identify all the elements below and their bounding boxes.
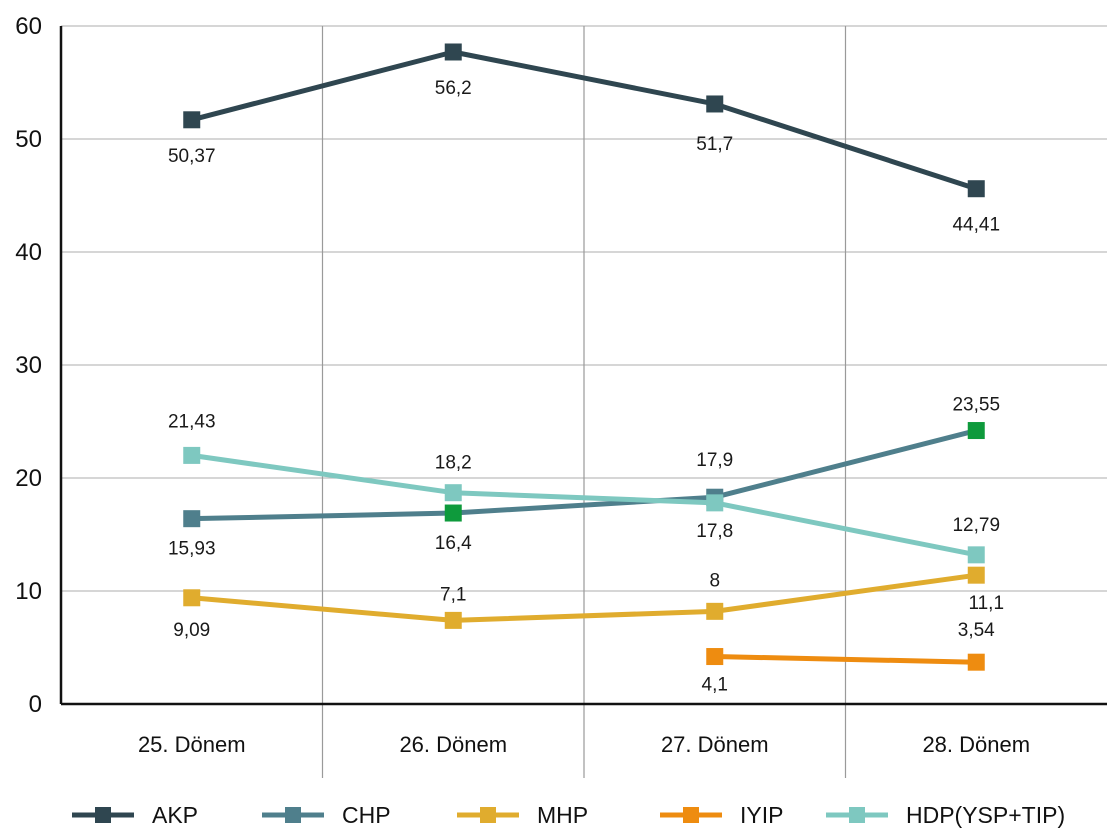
series-line-iyip <box>714 654 977 665</box>
data-label-hdpysptip-1: 21,43 <box>168 411 216 432</box>
legend-marker-mhp <box>480 807 496 823</box>
y-tick-label-60: 60 <box>15 13 42 40</box>
data-label-hdpysptip-4: 12,79 <box>952 515 1000 536</box>
x-tick-label-1: 25. Dönem <box>138 732 246 757</box>
point-mhp-1 <box>183 589 201 607</box>
data-label-chp-2: 16,4 <box>435 533 472 554</box>
series-line-hdpysptip <box>191 452 977 558</box>
data-label-akp-2: 56,2 <box>435 78 472 99</box>
legend-marker-iyip <box>683 807 699 823</box>
x-tick-label-2: 26. Dönem <box>399 732 507 757</box>
data-label-iyip-3: 4,1 <box>702 675 728 696</box>
y-tick-label-10: 10 <box>15 578 42 605</box>
point-mhp-3 <box>706 602 724 620</box>
legend-label-hdpysptip: HDP(YSP+TIP) <box>906 802 1065 828</box>
y-tick-label-30: 30 <box>15 352 42 379</box>
x-tick-label-4: 28. Dönem <box>922 732 1030 757</box>
data-label-hdpysptip-3: 17,8 <box>696 521 733 542</box>
data-label-akp-3: 51,7 <box>696 134 733 155</box>
point-hdpysptip-1 <box>183 446 201 464</box>
x-tick-label-3: 27. Dönem <box>661 732 769 757</box>
point-chp-2 <box>444 504 462 522</box>
point-hdpysptip-3 <box>706 494 724 512</box>
data-label-mhp-4: 11,1 <box>968 593 1004 614</box>
point-akp-3 <box>706 95 724 113</box>
data-label-mhp-3: 8 <box>709 570 720 591</box>
point-hdpysptip-4 <box>967 546 985 564</box>
series-line-akp <box>191 49 978 192</box>
legend-label-iyip: IYIP <box>740 802 783 828</box>
data-label-iyip-4: 3,54 <box>958 620 995 641</box>
point-mhp-2 <box>444 611 462 629</box>
point-chp-1 <box>183 510 201 528</box>
point-hdpysptip-2 <box>444 484 462 502</box>
data-label-akp-4: 44,41 <box>952 215 1000 236</box>
legend-label-akp: AKP <box>152 802 198 828</box>
data-label-chp-4: 23,55 <box>952 395 1000 416</box>
y-tick-label-50: 50 <box>15 126 42 153</box>
legend-marker-akp <box>95 807 111 823</box>
y-tick-label-0: 0 <box>29 691 42 718</box>
data-label-hdpysptip-2: 18,2 <box>435 453 472 474</box>
point-chp-4 <box>967 422 985 440</box>
legend-label-mhp: MHP <box>537 802 588 828</box>
series-line-chp <box>191 428 977 522</box>
data-label-mhp-2: 7,1 <box>440 584 466 605</box>
point-akp-2 <box>444 43 462 61</box>
point-iyip-3 <box>706 648 724 666</box>
point-mhp-4 <box>967 566 985 584</box>
y-tick-label-20: 20 <box>15 465 42 492</box>
series-line-mhp <box>191 572 977 623</box>
data-label-akp-1: 50,37 <box>168 146 216 167</box>
legend-marker-hdpysptip <box>849 807 865 823</box>
point-akp-4 <box>967 180 985 198</box>
data-label-chp-3: 17,9 <box>696 450 733 471</box>
data-label-mhp-1: 9,09 <box>173 620 210 641</box>
point-iyip-4 <box>967 653 985 671</box>
legend-marker-chp <box>285 807 301 823</box>
data-label-chp-1: 15,93 <box>168 539 216 560</box>
y-tick-label-40: 40 <box>15 239 42 266</box>
point-akp-1 <box>183 111 201 129</box>
legend-label-chp: CHP <box>342 802 391 828</box>
